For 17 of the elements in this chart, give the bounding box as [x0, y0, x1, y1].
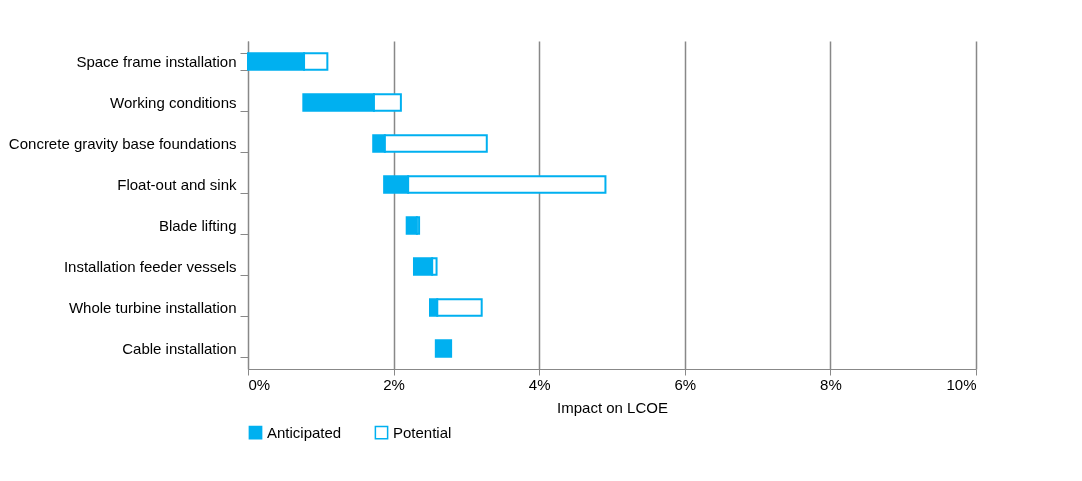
y-tick-label: Installation feeder vessels [63, 258, 237, 275]
y-tick-label: Blade lifting [158, 217, 237, 234]
legend-label: Anticipated [267, 423, 342, 441]
x-axis-title: Impact on LCOE [557, 398, 668, 416]
x-tick-label: 8% [820, 375, 842, 393]
y-tick-label: Float-out and sink [117, 176, 237, 193]
y-tick-label: Whole turbine installation [68, 299, 237, 316]
x-tick-label: 6% [674, 375, 697, 393]
y-tick-label: Concrete gravity base foundations [8, 135, 237, 152]
x-tick-label: 0% [248, 375, 271, 393]
legend-label: Potential [393, 423, 452, 441]
y-tick-label: Space frame installation [76, 53, 237, 70]
x-tick-label: 4% [528, 375, 551, 393]
y-tick-label: Working conditions [110, 94, 237, 111]
x-tick-label: 2% [383, 375, 405, 393]
x-tick-label: 10% [946, 375, 977, 393]
y-tick-label: Cable installation [122, 340, 237, 357]
